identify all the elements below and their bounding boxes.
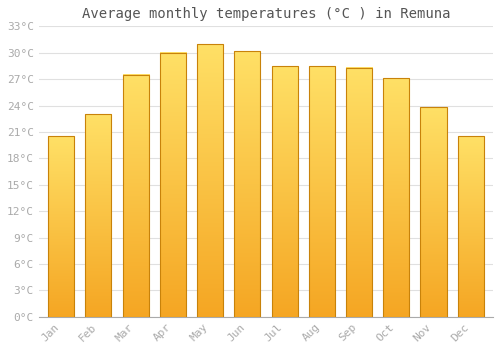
Title: Average monthly temperatures (°C ) in Remuna: Average monthly temperatures (°C ) in Re… [82,7,450,21]
